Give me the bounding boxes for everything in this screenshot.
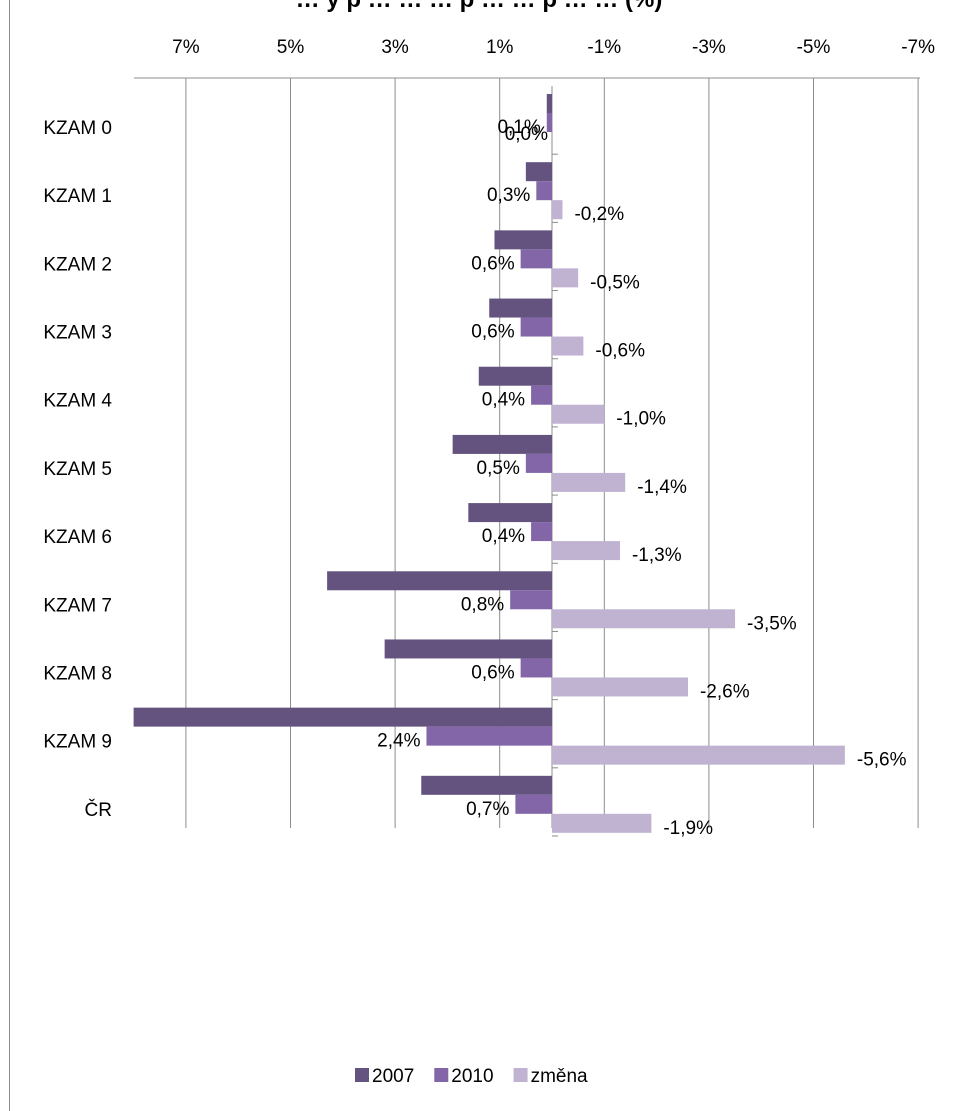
data-label-2010: 0,5%	[477, 458, 520, 479]
legend-swatch-2010	[434, 1068, 449, 1082]
bar-2007	[452, 434, 552, 454]
bar-2010	[536, 181, 552, 201]
data-label-2010: 0,1%	[497, 117, 540, 138]
data-label-zmena: -1,4%	[637, 477, 687, 498]
data-label-zmena: 0,0%	[505, 124, 548, 145]
data-label-2010: 0,6%	[471, 662, 514, 683]
bar-změna	[552, 541, 620, 561]
category-labels: KZAM 0 KZAM 1 KZAM 2 KZAM 3 KZAM 4 KZAM 5 KZAM…	[43, 118, 112, 821]
legend-label-změna: změna	[531, 1066, 588, 1087]
legend-swatch-2007	[355, 1068, 369, 1082]
category-label: ČR	[85, 799, 112, 821]
data-label-2010: 2,4%	[377, 731, 420, 752]
data-label-2010: 0,4%	[482, 390, 525, 411]
bar-2007	[546, 94, 552, 113]
chart-title: … y p … … … p … … p … … (%)	[296, 0, 663, 13]
bar-2010	[426, 726, 552, 746]
x-tick-label: -7%	[901, 37, 935, 58]
data-label-zmena: -1,0%	[616, 409, 666, 430]
x-tick-label: -3%	[692, 37, 726, 58]
data-label-2010: 0,8%	[461, 594, 504, 615]
bar-2010	[525, 453, 552, 473]
bar-2010	[515, 794, 552, 814]
bars	[133, 94, 845, 833]
data-labels: 0,1%0,0% 0,3% -0,2% 0,6% -0,5% 0,6% -0,6% 0,4% -…	[377, 117, 906, 839]
category-label: KZAM 3	[43, 323, 112, 344]
bar-změna	[552, 472, 626, 492]
legend-swatch-změna	[513, 1068, 528, 1082]
data-label-zmena: -0,6%	[595, 341, 645, 362]
bar-2010	[520, 317, 552, 337]
category-label: KZAM 9	[43, 732, 112, 753]
x-tick-label: 3%	[381, 37, 409, 58]
category-label: KZAM 8	[43, 663, 112, 684]
category-label: KZAM 1	[43, 186, 112, 207]
bar-2010	[531, 522, 552, 542]
chart-title-container: … y p … … … p … … p … … (%)	[0, 0, 958, 16]
bar-2010	[520, 249, 552, 269]
bar-2010	[531, 385, 552, 405]
data-label-zmena: -1,3%	[632, 545, 682, 566]
bar-změna	[552, 677, 688, 697]
bar-změna	[552, 336, 584, 356]
category-label: KZAM 0	[43, 118, 112, 139]
legend-label-2007: 2007	[372, 1066, 414, 1087]
chart-area	[9, 0, 958, 1111]
bar-změna	[552, 813, 652, 833]
data-label-zmena: -0,2%	[574, 204, 624, 225]
bar-2007	[525, 162, 552, 182]
bar-2007	[478, 366, 552, 386]
category-label: KZAM 4	[43, 391, 112, 412]
bar-2007	[489, 298, 552, 318]
data-label-zmena: -5,6%	[857, 750, 907, 771]
bar-2007	[133, 707, 552, 727]
data-label-zmena: -2,6%	[700, 681, 750, 702]
legend-label-2010: 2010	[451, 1066, 493, 1087]
x-tick-label: 7%	[172, 37, 200, 58]
data-label-2010: 0,6%	[471, 253, 514, 274]
bar-změna	[552, 609, 736, 629]
category-label: KZAM 5	[43, 459, 112, 480]
category-label: KZAM 6	[43, 527, 112, 548]
legend: 2007 2010 změna	[355, 1066, 588, 1087]
bar-2007	[327, 571, 552, 591]
bar-2010	[546, 113, 552, 132]
category-label: KZAM 2	[43, 254, 112, 275]
bar-2007	[468, 503, 552, 523]
x-tick-label: 5%	[277, 37, 305, 58]
bar-změna	[552, 745, 845, 765]
bar-2007	[421, 775, 552, 795]
bar-2007	[494, 230, 552, 250]
bar-změna	[552, 404, 605, 424]
bar-změna	[552, 200, 563, 220]
data-label-zmena: -3,5%	[747, 613, 797, 634]
data-label-zmena: -0,5%	[590, 272, 640, 293]
data-label-2010: 0,4%	[482, 526, 525, 547]
bar-2010	[520, 658, 552, 678]
x-tick-label: -5%	[797, 37, 831, 58]
bar-změna	[552, 268, 579, 288]
bar-2007	[384, 639, 552, 659]
data-label-2010: 0,7%	[466, 799, 509, 820]
bar-2010	[510, 590, 552, 610]
x-tick-label: 1%	[486, 37, 514, 58]
data-label-2010: 0,6%	[471, 322, 514, 343]
data-label-2010: 0,3%	[487, 185, 530, 206]
data-label-zmena: -1,9%	[663, 818, 713, 839]
category-label: KZAM 7	[43, 595, 112, 616]
x-tick-label: -1%	[587, 37, 621, 58]
